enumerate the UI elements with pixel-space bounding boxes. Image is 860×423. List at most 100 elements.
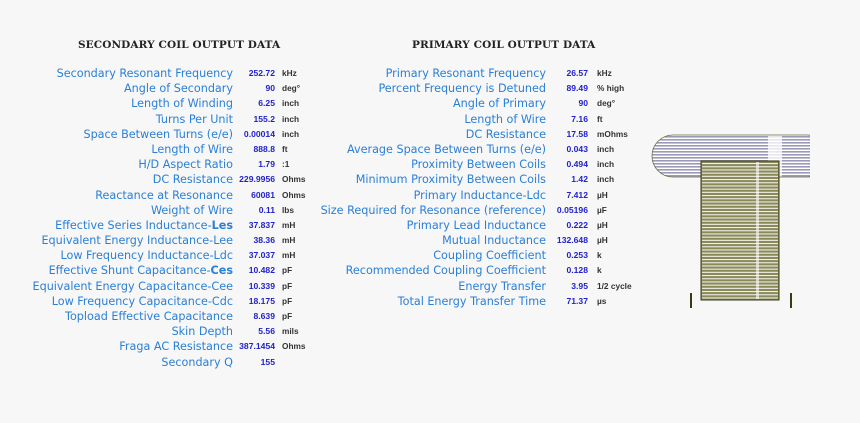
- row-unit: µH: [597, 235, 608, 246]
- row-label: Turns Per Unit: [155, 112, 233, 126]
- row-unit: pF: [282, 265, 293, 276]
- row-unit: % high: [597, 83, 625, 94]
- row-value: 132.648: [556, 235, 588, 246]
- row-label: Space Between Turns (e/e): [83, 127, 233, 141]
- row-label: Fraga AC Resistance: [119, 340, 233, 354]
- row-unit: lbs: [282, 204, 294, 215]
- row-label: Recommended Coupling Coefficient: [345, 264, 546, 278]
- row-value: 7.16: [571, 113, 588, 124]
- row-label: H/D Aspect Ratio: [138, 158, 233, 172]
- row-value: 229.9956: [239, 174, 275, 185]
- output-row: Average Space Between Turns (e/e) 0.043 in…: [310, 142, 640, 157]
- row-unit: pF: [282, 311, 293, 321]
- row-unit: pF: [282, 295, 293, 306]
- row-unit: µH: [597, 219, 608, 230]
- row-label: Mutual Inductance: [442, 234, 546, 248]
- row-value: 1.79: [258, 159, 275, 170]
- output-row: Weight of Wire 0.11 lbs: [0, 203, 330, 218]
- row-label: Effective Shunt Capacitance-Ces: [48, 264, 233, 278]
- output-row: Proximity Between Coils 0.494 inch: [310, 157, 640, 172]
- row-unit: mOhms: [597, 128, 628, 139]
- row-label: Effective Series Inductance-Les: [55, 218, 233, 232]
- row-value: 37.837: [248, 219, 275, 230]
- row-value: 3.95: [571, 280, 588, 291]
- row-value: 0.253: [566, 250, 588, 261]
- primary-section-title: PRIMARY COIL OUTPUT DATA: [412, 39, 596, 51]
- output-row: Low Frequency Capacitance-Cdc 18.175 pF: [0, 294, 330, 309]
- row-label: Primary Resonant Frequency: [385, 67, 546, 80]
- row-value: 17.58: [566, 128, 588, 139]
- row-label: Secondary Resonant Frequency: [56, 67, 233, 80]
- row-label: Coupling Coefficient: [433, 249, 546, 263]
- row-unit: kHz: [597, 68, 612, 78]
- row-label: Length of Winding: [131, 97, 233, 111]
- output-row: Angle of Secondary 90 deg°: [0, 81, 330, 96]
- output-row: Coupling Coefficient 0.253 k: [310, 248, 640, 263]
- row-unit: deg°: [282, 83, 301, 94]
- row-label: Size Required for Resonance (reference): [320, 203, 546, 217]
- row-label: Weight of Wire: [150, 203, 233, 217]
- row-unit: µs: [597, 295, 607, 306]
- output-row: DC Resistance 17.58 mOhms: [310, 127, 640, 142]
- row-value: 0.128: [566, 265, 588, 276]
- row-value: 888.8: [253, 143, 275, 154]
- row-unit: µH: [597, 189, 608, 200]
- row-label: Primary Lead Inductance: [406, 218, 546, 232]
- row-value: 8.639: [253, 311, 275, 321]
- row-unit: inch: [597, 159, 615, 170]
- row-unit: k: [597, 265, 602, 276]
- row-label: Equivalent Energy Capacitance-Cee: [32, 279, 233, 293]
- output-row: Effective Shunt Capacitance-Ces 10.482 pF: [0, 263, 330, 278]
- secondary-output-table: Secondary Resonant Frequency 252.72 kHz Ang…: [0, 66, 330, 370]
- row-unit: Ohms: [282, 174, 306, 185]
- row-value: 90: [265, 83, 275, 94]
- row-value: 5.56: [258, 326, 275, 337]
- row-value: 0.222: [566, 219, 588, 230]
- output-row: Skin Depth 5.56 mils: [0, 324, 330, 339]
- output-row: Equivalent Energy Capacitance-Cee 10.339 p…: [0, 279, 330, 294]
- output-row: Primary Inductance-Ldc 7.412 µH: [310, 188, 640, 203]
- row-label: Skin Depth: [171, 325, 233, 339]
- row-unit: mH: [282, 250, 296, 261]
- row-unit: ft: [282, 143, 288, 154]
- row-value: 0.494: [566, 159, 588, 170]
- row-value: 38.36: [253, 235, 275, 246]
- output-row: Size Required for Resonance (reference) 0…: [310, 203, 640, 218]
- output-row: Secondary Resonant Frequency 252.72 kHz: [0, 66, 330, 81]
- row-unit: mH: [282, 235, 296, 246]
- output-row: Equivalent Energy Inductance-Lee 38.36 mH: [0, 233, 330, 248]
- row-unit: kHz: [282, 68, 297, 78]
- row-label: Secondary Q: [161, 355, 233, 369]
- row-value: 0.00014: [243, 128, 275, 139]
- output-row: Total Energy Transfer Time 71.37 µs: [310, 294, 640, 309]
- row-value: 60081: [251, 189, 275, 200]
- row-unit: inch: [282, 98, 300, 109]
- row-label: Energy Transfer: [458, 279, 546, 293]
- output-row: DC Resistance 229.9956 Ohms: [0, 172, 330, 187]
- row-label: Percent Frequency is Detuned: [378, 82, 546, 96]
- row-label: Length of Wire: [151, 142, 233, 156]
- row-value: 10.339: [248, 280, 275, 291]
- row-label: Reactance at Resonance: [95, 188, 233, 202]
- output-row: Length of Winding 6.25 inch: [0, 96, 330, 111]
- output-row: Reactance at Resonance 60081 Ohms: [0, 188, 330, 203]
- row-label: Topload Effective Capacitance: [65, 310, 233, 323]
- row-unit: µF: [597, 204, 607, 215]
- row-unit: Ohms: [282, 189, 306, 200]
- row-value: 26.57: [566, 68, 588, 78]
- row-label: Low Frequency Capacitance-Cdc: [51, 294, 233, 308]
- output-row: Topload Effective Capacitance 8.639 pF: [0, 309, 330, 324]
- primary-output-table: Primary Resonant Frequency 26.57 kHz Percen…: [310, 66, 640, 309]
- row-value: 18.175: [248, 295, 275, 306]
- row-unit: pF: [282, 280, 293, 291]
- output-row: Energy Transfer 3.95 1/2 cycle: [310, 279, 640, 294]
- row-label: Total Energy Transfer Time: [397, 294, 546, 308]
- secondary-section-title: SECONDARY COIL OUTPUT DATA: [78, 39, 281, 51]
- row-label: Angle of Secondary: [124, 82, 233, 96]
- row-unit: 1/2 cycle: [597, 280, 632, 291]
- row-unit: mH: [282, 219, 296, 230]
- row-value: 155.2: [253, 113, 275, 124]
- row-unit: inch: [282, 113, 300, 124]
- tesla-coil-icon: [650, 130, 829, 324]
- output-row: Percent Frequency is Detuned 89.49 % high: [310, 81, 640, 96]
